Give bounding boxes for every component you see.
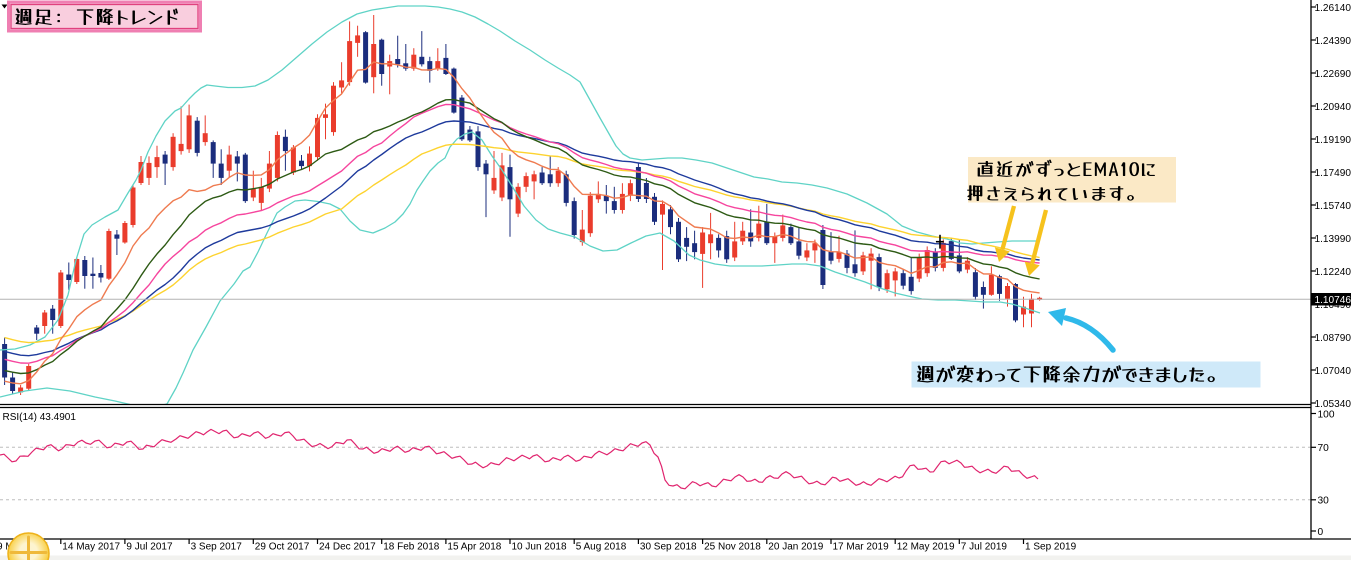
- svg-text:9 Jul 2017: 9 Jul 2017: [126, 541, 173, 552]
- svg-text:70: 70: [1318, 443, 1330, 454]
- svg-text:25 Nov 2018: 25 Nov 2018: [704, 541, 761, 552]
- svg-text:1.22690: 1.22690: [1315, 69, 1351, 80]
- svg-text:1.19190: 1.19190: [1315, 135, 1351, 146]
- svg-text:1.20940: 1.20940: [1315, 102, 1351, 113]
- svg-text:0: 0: [1318, 527, 1324, 538]
- svg-text:1.10746: 1.10746: [1315, 295, 1351, 306]
- svg-text:1.26140: 1.26140: [1315, 3, 1351, 14]
- svg-text:5 Aug 2018: 5 Aug 2018: [576, 541, 627, 552]
- svg-text:30 Sep 2018: 30 Sep 2018: [640, 541, 697, 552]
- svg-text:1.05340: 1.05340: [1315, 399, 1351, 410]
- svg-text:29 Oct 2017: 29 Oct 2017: [255, 541, 310, 552]
- svg-text:14 May 2017: 14 May 2017: [62, 541, 120, 552]
- svg-text:20 Jan 2019: 20 Jan 2019: [768, 541, 823, 552]
- svg-text:1.13990: 1.13990: [1315, 234, 1351, 245]
- svg-text:1 Sep 2019: 1 Sep 2019: [1025, 541, 1077, 552]
- svg-text:15 Apr 2018: 15 Apr 2018: [447, 541, 501, 552]
- svg-text:7 Jul 2019: 7 Jul 2019: [961, 541, 1008, 552]
- svg-text:24 Dec 2017: 24 Dec 2017: [319, 541, 376, 552]
- svg-text:RSI(14) 43.4901: RSI(14) 43.4901: [3, 412, 77, 423]
- svg-text:100: 100: [1318, 409, 1335, 420]
- svg-text:10 Jun 2018: 10 Jun 2018: [512, 541, 567, 552]
- svg-text:18 Feb 2018: 18 Feb 2018: [383, 541, 440, 552]
- svg-text:30: 30: [1318, 496, 1330, 507]
- svg-text:1.17490: 1.17490: [1315, 168, 1351, 179]
- svg-text:1.15740: 1.15740: [1315, 201, 1351, 212]
- svg-text:12 May 2019: 12 May 2019: [897, 541, 955, 552]
- svg-text:1.07040: 1.07040: [1315, 366, 1351, 377]
- svg-text:1.08790: 1.08790: [1315, 333, 1351, 344]
- svg-text:3 Sep 2017: 3 Sep 2017: [191, 541, 243, 552]
- svg-text:17 Mar 2019: 17 Mar 2019: [833, 541, 890, 552]
- svg-text:1.24390: 1.24390: [1315, 36, 1351, 47]
- svg-text:1.12240: 1.12240: [1315, 267, 1351, 278]
